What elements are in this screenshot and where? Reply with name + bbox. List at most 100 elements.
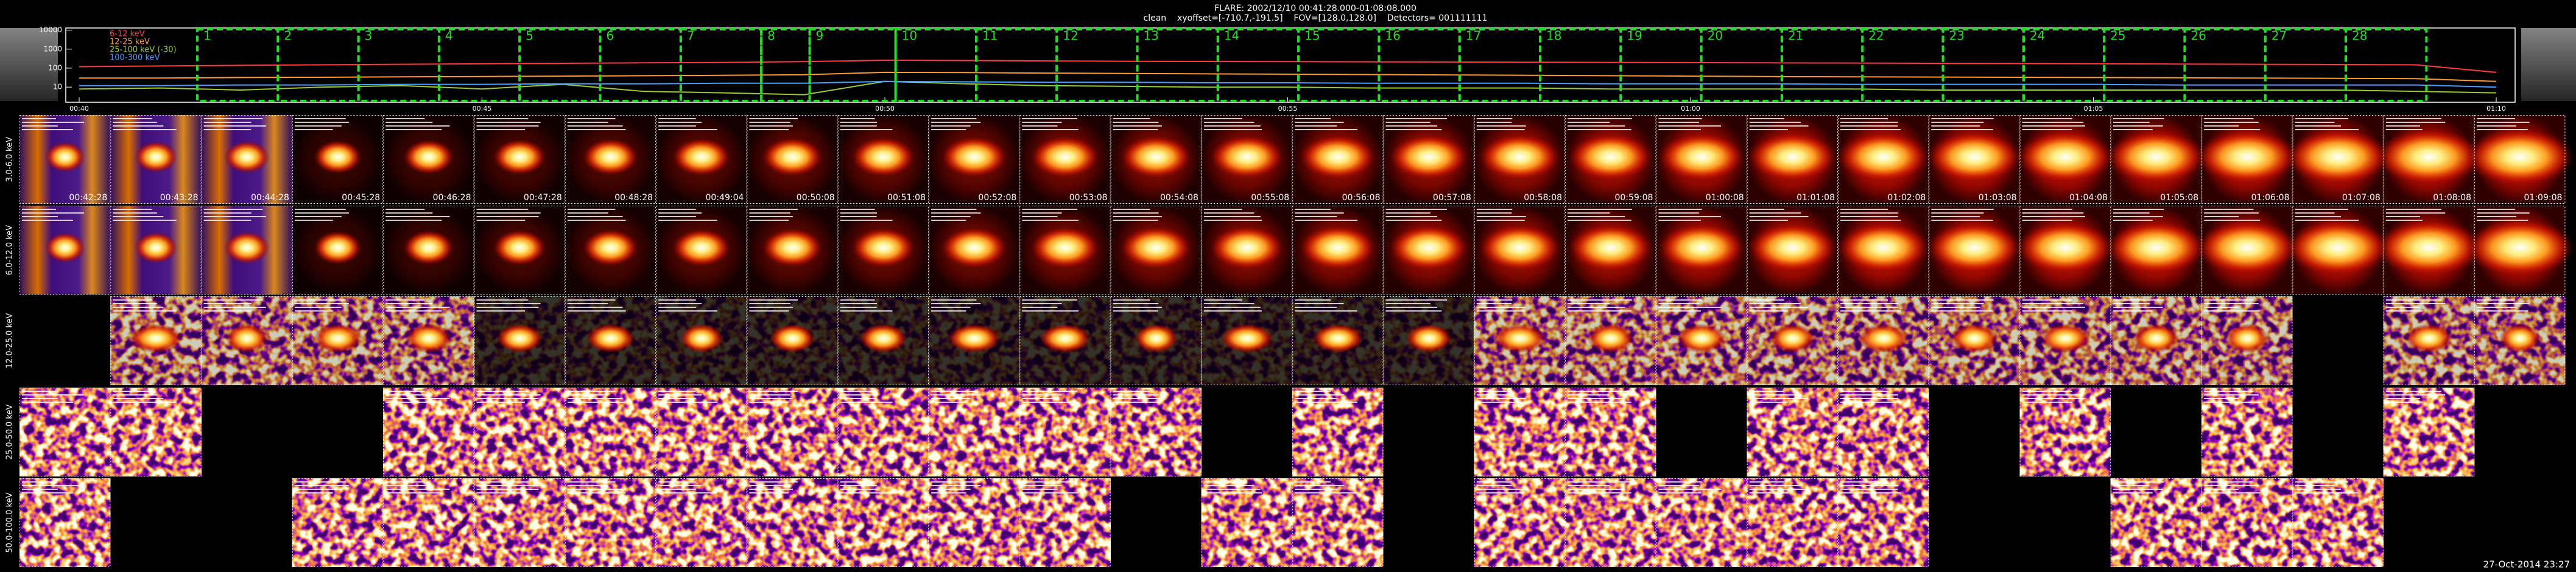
source	[859, 324, 907, 353]
cell-border	[656, 388, 747, 476]
image-cell	[474, 388, 565, 476]
cell-border	[474, 388, 565, 476]
source	[2225, 324, 2269, 353]
source	[1677, 324, 1726, 353]
cell-border	[565, 115, 656, 204]
cell-border	[292, 115, 384, 204]
cell-border	[747, 115, 838, 204]
interval-number: 27	[2272, 29, 2287, 43]
cell-border	[2201, 478, 2293, 567]
interval-number: 7	[687, 29, 695, 43]
time-label: 00:56:08	[1342, 193, 1381, 203]
image-cell	[565, 296, 656, 385]
cell-border	[1019, 388, 1111, 476]
image-cell	[110, 388, 202, 476]
source	[1927, 221, 2022, 274]
source	[941, 136, 1007, 178]
time-label: 00:57:08	[1433, 193, 1471, 203]
source	[1312, 324, 1364, 353]
cell-border	[1656, 296, 1747, 385]
cell-border	[565, 388, 656, 476]
image-cell	[1474, 388, 1566, 476]
source	[314, 231, 362, 265]
noise	[1565, 478, 1656, 567]
source	[44, 232, 85, 263]
image-cell	[1474, 296, 1566, 385]
source	[314, 140, 362, 174]
source	[493, 139, 546, 175]
cell-border	[2474, 115, 2566, 204]
interval-box	[518, 28, 602, 102]
interval-number: 25	[2110, 29, 2125, 43]
source	[1030, 136, 1100, 178]
cell-border	[383, 388, 474, 476]
image-cell: 01:09:08	[2465, 115, 2575, 204]
interval-number: 16	[1385, 29, 1400, 43]
noise	[747, 478, 838, 567]
image-cell	[1656, 296, 1747, 385]
cell-border	[656, 296, 747, 385]
source	[225, 324, 268, 353]
noise	[19, 478, 111, 567]
image-cell: 00:53:08	[1019, 115, 1111, 204]
noise	[565, 478, 656, 567]
source	[44, 141, 85, 173]
side-strip	[0, 28, 58, 101]
image-cell: 01:02:08	[1837, 115, 1929, 204]
cell-border	[1201, 296, 1293, 385]
cell-border	[565, 478, 656, 567]
cell-border	[2383, 388, 2475, 476]
y-tick-label: 1000	[43, 44, 62, 53]
time-label: 00:45:28	[342, 193, 380, 203]
image-cell: 00:43:28	[110, 115, 202, 204]
energy-label: 6.0-12.0 keV	[5, 225, 15, 276]
noise	[2292, 478, 2384, 567]
image-cell	[1838, 478, 1929, 567]
image-cell	[1110, 206, 1202, 295]
noise	[2201, 478, 2293, 567]
cell-border	[1838, 478, 1929, 567]
noise	[2110, 478, 2202, 567]
noise	[2019, 388, 2111, 476]
time-label: 00:47:28	[524, 193, 562, 203]
source	[1837, 131, 1929, 183]
image-cell	[1292, 206, 1384, 295]
cell-border	[1474, 388, 1566, 476]
cell-border	[1929, 296, 2020, 385]
interval-number: 12	[1063, 29, 1078, 43]
noise	[565, 388, 656, 476]
cell-border	[1565, 115, 1656, 204]
interval-number: 13	[1144, 29, 1159, 43]
interval-box	[196, 28, 280, 102]
interval-box	[974, 28, 1058, 102]
image-cell	[1292, 296, 1384, 385]
source	[582, 229, 639, 267]
time-label: 00:48:28	[614, 193, 653, 203]
cell-border	[1474, 296, 1566, 385]
image-cell	[1110, 388, 1202, 476]
image-cell	[2196, 206, 2298, 295]
image-cell: 01:01:08	[1747, 115, 1838, 204]
time-label: 01:09:08	[2524, 193, 2563, 203]
source	[1569, 133, 1653, 181]
cell-border	[929, 478, 1020, 567]
cell-border	[747, 478, 838, 567]
y-tick-label: 10	[53, 83, 62, 91]
cell-border	[837, 478, 929, 567]
source	[2465, 128, 2575, 186]
image-cell	[2110, 478, 2202, 567]
legend-entry: 6-12 keV	[110, 30, 145, 39]
image-cell	[2375, 206, 2483, 295]
interval-number: 4	[445, 29, 453, 43]
noise	[1110, 388, 1202, 476]
interval-box	[2264, 28, 2348, 102]
image-cell: 00:42:28	[19, 115, 111, 204]
cell-border	[1019, 478, 1111, 567]
interval-box	[276, 28, 360, 102]
image-cell	[474, 296, 565, 385]
source	[2196, 129, 2298, 185]
cell-border	[929, 115, 1020, 204]
title: FLARE: 2002/12/10 00:41:28.000-01:08:08.…	[1214, 4, 1416, 13]
noise	[656, 388, 747, 476]
image-cell: 00:52:08	[929, 115, 1020, 204]
